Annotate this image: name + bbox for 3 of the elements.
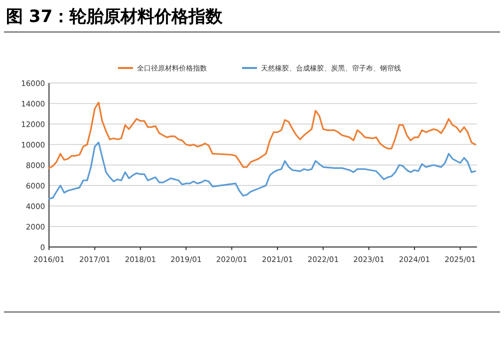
line-series — [48, 102, 476, 169]
line-series — [48, 142, 476, 200]
chart-title: 图 37：轮胎原材料价格指数 — [6, 7, 224, 27]
